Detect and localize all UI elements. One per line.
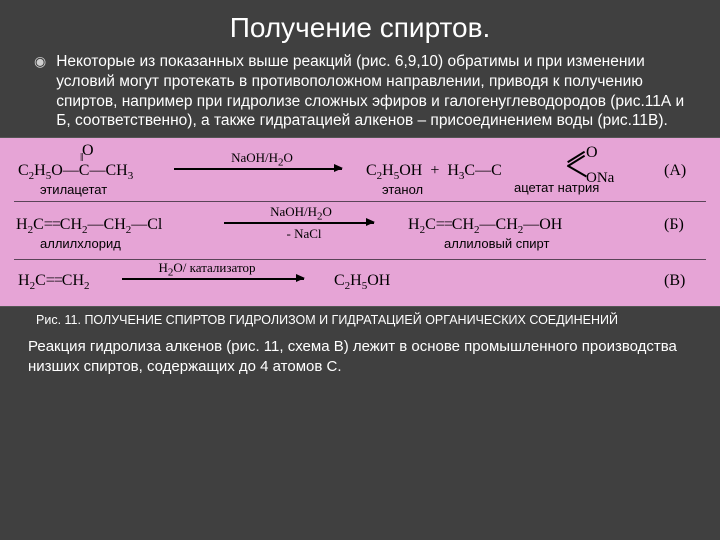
slide-title: Получение спиртов. — [28, 12, 692, 44]
reaction-b: H2C==CH2—CH2—Cl аллилхлорид NaOH/H2O - N… — [14, 202, 706, 260]
r2-cond2: - NaCl — [264, 226, 344, 242]
r1-prod-formula: C2H5OH + H3C—C — [366, 162, 502, 182]
r1-left-formula: C2H5O—C—CH3 — [18, 162, 133, 182]
r1-left-o: O — [82, 142, 94, 160]
body-paragraph: Некоторые из показанных выше реакций (ри… — [56, 52, 692, 131]
r1-left-label: этилацетат — [40, 182, 107, 197]
r2-prod-formula: H2C==CH2—CH2—OH — [408, 216, 562, 236]
bullet-icon: ◉ — [34, 52, 46, 137]
r1-prod-ona: ONa — [586, 170, 614, 187]
r1-prod-o: O — [586, 144, 598, 162]
r1-bond-down — [567, 165, 587, 177]
r1-cond: NaOH/H2O — [202, 150, 322, 169]
r2-prod-label: аллиловый спирт — [444, 236, 549, 251]
r3-arrow — [122, 278, 304, 280]
r1-prod-label1: этанол — [382, 182, 423, 197]
reaction-a: O ‖ C2H5O—C—CH3 этилацетат NaOH/H2O C2H5… — [14, 144, 706, 202]
r2-left-formula: H2C==CH2—CH2—Cl — [16, 216, 162, 236]
r2-left-label: аллилхлорид — [40, 236, 121, 251]
r3-tag: (В) — [664, 272, 685, 290]
reaction-c: H2C==CH2 H2O/ катализатор C2H5OH (В) — [14, 260, 706, 302]
chemistry-figure: O ‖ C2H5O—C—CH3 этилацетат NaOH/H2O C2H5… — [0, 137, 720, 307]
r2-arrow — [224, 222, 374, 224]
r3-left-formula: H2C==CH2 — [18, 272, 90, 292]
slide: Получение спиртов. ◉ Некоторые из показа… — [0, 0, 720, 540]
r2-tag: (Б) — [664, 216, 684, 234]
r3-cond: H2O/ катализатор — [132, 260, 282, 279]
r1-arrow — [174, 168, 342, 170]
r1-tag: (А) — [664, 162, 686, 180]
r2-cond1: NaOH/H2O — [246, 204, 356, 223]
footer-paragraph: Реакция гидролиза алкенов (рис. 11, схем… — [28, 337, 692, 376]
r3-prod-formula: C2H5OH — [334, 272, 390, 292]
body-paragraph-row: ◉ Некоторые из показанных выше реакций (… — [28, 52, 692, 137]
figure-caption: Рис. 11. ПОЛУЧЕНИЕ СПИРТОВ ГИДРОЛИЗОМ И … — [36, 313, 692, 327]
